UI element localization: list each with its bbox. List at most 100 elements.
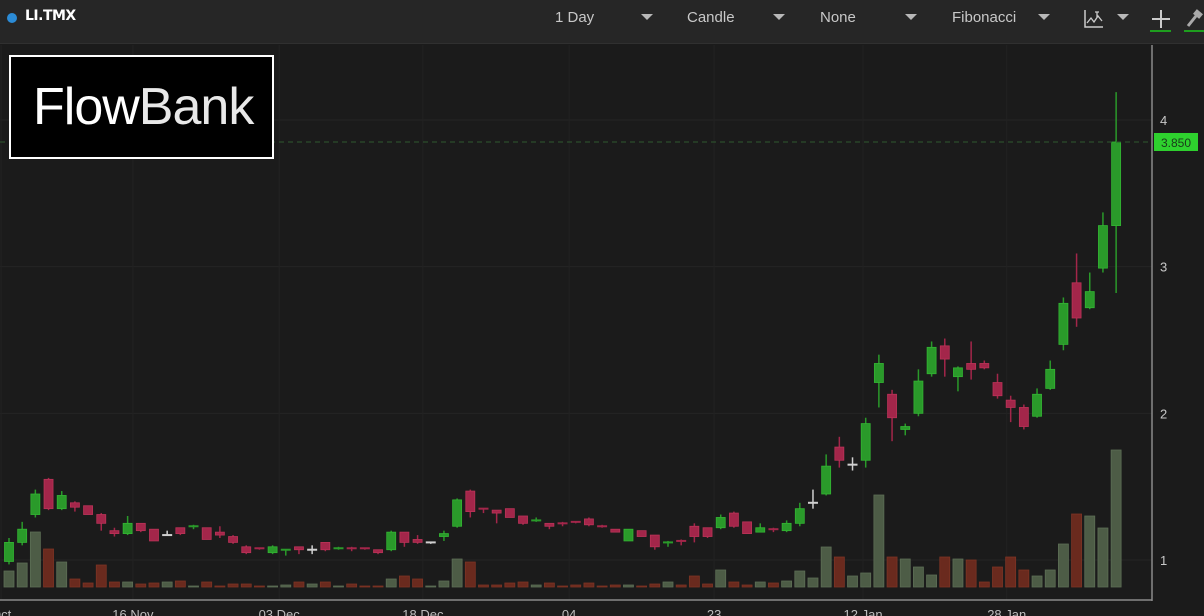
candle-body xyxy=(834,446,845,461)
candle-body xyxy=(557,522,568,525)
candle-body xyxy=(715,517,726,529)
volume-bar xyxy=(543,582,555,588)
volume-bar xyxy=(425,585,437,588)
indicator-chevron-down-icon[interactable] xyxy=(905,14,917,20)
volume-bar xyxy=(188,585,199,588)
candle-body xyxy=(729,512,739,527)
candle-body xyxy=(913,380,924,414)
volume-bar xyxy=(240,583,252,588)
volume-bar xyxy=(333,585,344,588)
chart-toolbar: LI.TMX 1 Day Candle None Fibonacci xyxy=(0,0,1204,44)
volume-bar xyxy=(688,575,700,588)
candle-body xyxy=(359,547,370,550)
candle-body xyxy=(30,493,41,515)
candle-body xyxy=(491,509,502,514)
candle-body xyxy=(307,548,318,551)
volume-bar xyxy=(3,570,15,588)
volume-bar xyxy=(992,566,1003,588)
volume-bar xyxy=(926,574,937,588)
y-tick-label: 2 xyxy=(1160,406,1167,421)
candle-body xyxy=(201,527,212,540)
volume-bar xyxy=(741,584,753,588)
candle-body xyxy=(175,527,186,534)
candle-body xyxy=(597,525,608,528)
x-tick-label: 12 Jan xyxy=(844,607,883,616)
candle-body xyxy=(860,423,871,461)
volume-bar xyxy=(596,585,608,588)
volume-bar xyxy=(768,582,779,588)
volume-bar xyxy=(623,584,634,588)
volume-bar xyxy=(174,580,186,588)
candle-body xyxy=(43,478,54,510)
symbol-label[interactable]: LI.TMX xyxy=(25,8,76,24)
candle-body xyxy=(267,546,278,554)
volume-bar xyxy=(464,561,476,588)
candle-body xyxy=(17,528,28,543)
volume-bar xyxy=(254,585,265,588)
candle-body xyxy=(939,345,950,360)
interval-dropdown[interactable]: 1 Day xyxy=(555,9,595,26)
candle-body xyxy=(333,547,344,550)
volume-bar xyxy=(267,585,279,588)
candle-body xyxy=(399,531,410,543)
chart-type-chevron-down-icon[interactable] xyxy=(773,14,785,20)
candle-body xyxy=(755,527,766,533)
volume-bar xyxy=(56,561,68,588)
candle-body xyxy=(873,363,884,383)
candle-body xyxy=(1111,141,1122,226)
candle-body xyxy=(1032,393,1042,417)
indicator-dropdown[interactable]: None xyxy=(820,9,856,26)
volume-bar xyxy=(833,556,845,588)
x-tick-label: 16 Nov xyxy=(112,607,154,616)
candle-body xyxy=(135,522,146,532)
drawing-dropdown[interactable]: Fibonacci xyxy=(952,9,1017,26)
volume-bar xyxy=(517,581,529,588)
interval-chevron-down-icon[interactable] xyxy=(641,14,653,20)
volume-bar xyxy=(952,558,964,588)
drawing-chevron-down-icon[interactable] xyxy=(1038,14,1050,20)
volume-bar xyxy=(609,584,621,588)
crosshair-plus-icon[interactable] xyxy=(1150,8,1172,30)
volume-bar xyxy=(873,494,885,588)
volume-bar xyxy=(715,569,727,588)
candle-body xyxy=(56,495,67,510)
x-tick-label: 18 Dec xyxy=(402,607,444,616)
candle-body xyxy=(294,546,304,551)
candle-body xyxy=(847,463,858,466)
candle-body xyxy=(887,393,897,419)
candle-body xyxy=(966,363,977,370)
volume-bar xyxy=(43,548,54,588)
volume-bar xyxy=(69,578,81,588)
volume-bar xyxy=(913,566,924,588)
candle-body xyxy=(742,521,752,534)
candle-body xyxy=(663,541,673,544)
volume-bar xyxy=(557,585,568,588)
candle-body xyxy=(280,548,291,551)
candle-body xyxy=(781,522,792,532)
volume-bar xyxy=(781,580,793,588)
volume-bar xyxy=(359,585,371,588)
volume-bar xyxy=(491,584,503,588)
candle-body xyxy=(636,530,647,537)
chart-type-dropdown[interactable]: Candle xyxy=(687,9,735,26)
volume-bar xyxy=(754,581,766,588)
volume-bar xyxy=(662,581,674,588)
candle-body xyxy=(900,426,911,430)
crosshair-active-underline xyxy=(1150,30,1171,32)
chart-settings-chevron-down-icon[interactable] xyxy=(1117,14,1129,20)
volume-bar xyxy=(398,575,410,588)
last-price-badge xyxy=(1154,132,1198,151)
candle-body xyxy=(610,528,621,533)
volume-bar xyxy=(978,581,990,588)
hammer-tool-icon[interactable] xyxy=(1184,8,1204,30)
candle-body xyxy=(149,528,159,542)
volume-bar xyxy=(899,558,911,588)
volume-bar xyxy=(860,572,872,588)
candle-body xyxy=(162,534,173,537)
y-tick-label: 3 xyxy=(1160,260,1167,275)
candle-body xyxy=(70,502,80,508)
volume-bar xyxy=(109,581,120,588)
x-tick-label: Oct xyxy=(0,607,12,616)
chart-settings-icon[interactable] xyxy=(1083,8,1105,30)
